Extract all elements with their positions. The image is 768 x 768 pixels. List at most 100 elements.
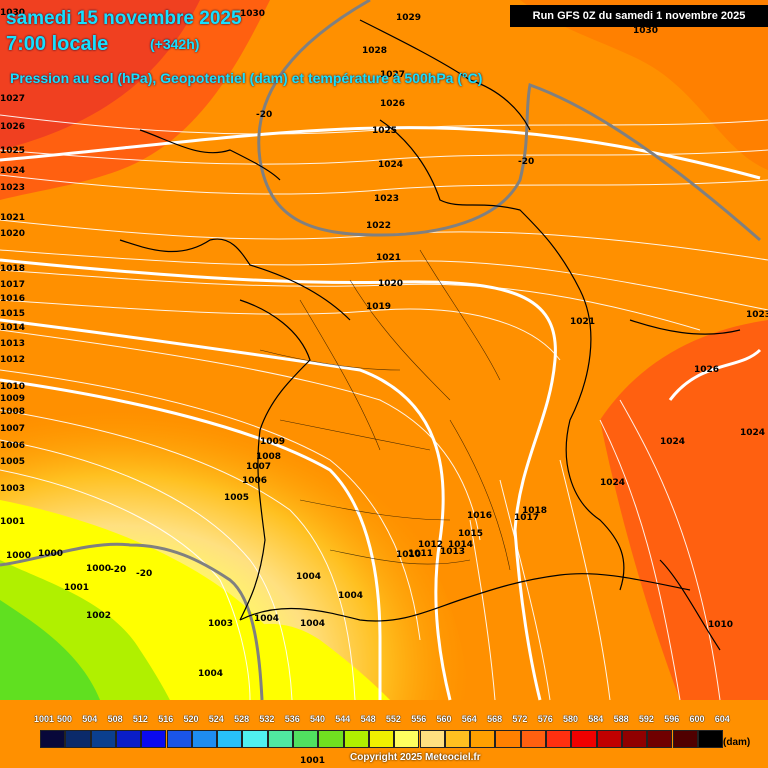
legend-swatch [495,730,521,748]
legend-swatch [191,730,218,748]
isobar-label: 1027 [380,70,405,80]
isobar-label: 1010 [708,620,733,630]
legend-label: 552 [385,714,401,724]
isobar-label: 1021 [570,317,595,327]
isobar-label: 1016 [0,294,25,304]
isobar-label: 1005 [0,457,25,467]
isobar-label: 1028 [362,46,387,56]
legend-label: 504 [82,714,98,724]
geo-zone-yellow-s [180,623,390,700]
isobar-label: 1001 [300,756,325,766]
isobar-label: 1023 [746,310,768,320]
legend-swatch [293,730,319,748]
legend-label: 524 [208,714,224,724]
isobar-label: 1017 [514,513,539,523]
isobar-label: 1015 [458,529,483,539]
isobar-label: 1017 [0,280,25,290]
isobar-label: 1006 [242,476,267,486]
isobar-label: 1012 [418,540,443,550]
isobar-label: 1019 [366,302,391,312]
legend-label: 572 [512,714,528,724]
isobar-label: 1005 [224,493,249,503]
legend-label: 508 [107,714,123,724]
isobar-label: 1024 [660,437,685,447]
isobar-label: 1000 [38,549,63,559]
isobar-label: 1024 [0,166,25,176]
legend-swatch [368,730,395,748]
isobar-label: 1001 [64,583,89,593]
legend-swatch [90,730,116,748]
isobar-label: 1013 [440,547,465,557]
legend-swatch [242,730,268,748]
isobar-label: 1004 [338,591,363,601]
geo-zone-572-ne [520,0,768,170]
legend-label: 540 [310,714,326,724]
isobar-label: 1016 [467,511,492,521]
isobar-label: 1010 [0,382,25,392]
isobar-label: 1004 [300,619,325,629]
legend-label: 516 [158,714,174,724]
legend-label: 520 [183,714,199,724]
geo-zone-576-e [600,320,768,700]
legend-label: 532 [259,714,275,724]
isobar-label: 1006 [0,441,25,451]
isobar-label: 1018 [522,506,547,516]
isobar-label: 1011 [408,549,433,559]
legend-swatch [470,730,496,748]
copyright: Copyright 2025 Meteociel.fr [350,752,481,763]
legend-label: 584 [588,714,604,724]
isobar-label: 1003 [208,619,233,629]
legend-label: 536 [284,714,300,724]
isobar-label: 1003 [0,484,25,494]
isobar-label: 1021 [0,213,25,223]
isobar-label: 1010 [396,550,421,560]
legend-swatch [621,730,648,748]
legend-swatch [217,730,243,748]
legend-swatch [318,730,344,748]
isobar-label: 1024 [740,428,765,438]
isobar-label: 1015 [0,309,25,319]
isobar-label: 1014 [448,540,473,550]
isobar-label: 1012 [0,355,25,365]
isobar-label: 1014 [0,323,25,333]
isobar-label: 1030 [633,26,658,36]
legend-swatch [571,730,597,748]
isobar-label: 1000 [6,551,31,561]
legend-label: 580 [563,714,579,724]
legend-label: 596 [664,714,680,724]
isobar-label: 1024 [600,478,625,488]
legend-label: 576 [537,714,553,724]
isobar-label: 1008 [0,407,25,417]
isobar-label: 1002 [86,611,111,621]
legend-label: 564 [461,714,477,724]
legend-swatch [40,730,66,748]
legend-unit: (dam) [723,737,751,748]
isobar-label: 1021 [376,253,401,263]
isobar-label: 1007 [246,462,271,472]
legend-label: 568 [487,714,503,724]
isobar-label: 1023 [0,183,25,193]
isobar-label: 1023 [374,194,399,204]
legend-swatch [343,730,369,748]
legend-label: 604 [714,714,730,724]
legend-swatch [672,730,698,748]
legend-label: 544 [335,714,351,724]
isobar-label: 1020 [0,229,25,239]
legend-label: 560 [436,714,452,724]
legend-label: 548 [360,714,376,724]
isobar-label: 1007 [0,424,25,434]
map-subtitle: Pression au sol (hPa), Geopotentiel (dam… [10,70,483,86]
legend-swatch [596,730,622,748]
isobar-label: 1008 [256,452,281,462]
isotherm-labels: -20 -20 -20 -20 [110,110,534,579]
isobar-label: 1030 [240,9,265,19]
isobar-label: 1018 [0,264,25,274]
isobar-label: 1013 [0,339,25,349]
legend-swatch [166,730,192,748]
forecast-lead: (+342h) [150,36,200,52]
legend-swatch [115,730,142,748]
legend-swatch [394,730,420,748]
isotherm-lines [0,0,761,701]
forecast-time: 7:00 locale [6,33,109,55]
